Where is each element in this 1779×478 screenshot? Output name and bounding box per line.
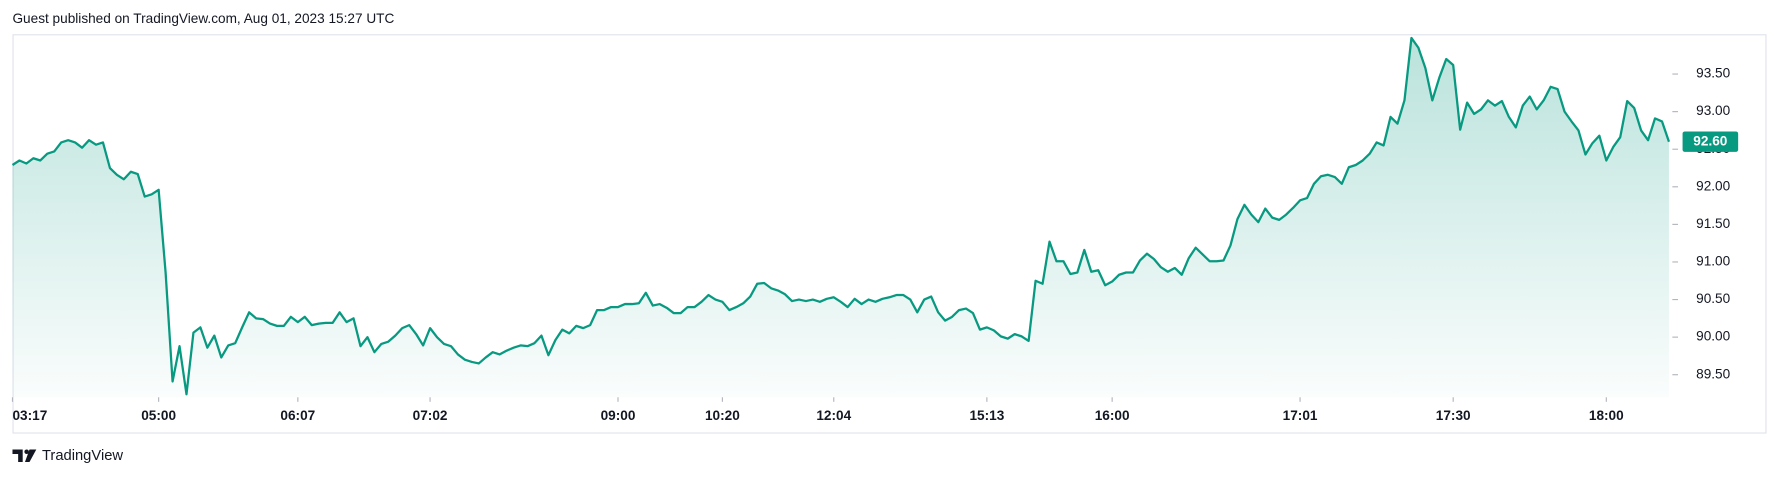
brand-logo — [12, 449, 37, 462]
y-tick-label: 91.50 — [1696, 216, 1730, 231]
y-tick-label: 90.00 — [1696, 329, 1730, 344]
y-tick-label: 93.00 — [1696, 103, 1730, 118]
area-fill — [12, 37, 1669, 398]
x-tick-label: 07:02 — [413, 408, 448, 423]
x-tick-label: 09:00 — [601, 408, 636, 423]
x-tick-label: 17:30 — [1436, 408, 1471, 423]
y-tick-label: 90.50 — [1696, 291, 1730, 306]
x-tick-label: 03:17 — [12, 408, 47, 423]
x-tick-label: 05:00 — [141, 408, 176, 423]
x-tick-label: 06:07 — [280, 408, 315, 423]
y-tick-label: 92.00 — [1696, 178, 1730, 193]
x-tick-label: 16:00 — [1095, 408, 1130, 423]
x-tick-label: 15:13 — [969, 408, 1004, 423]
brand-name: TradingView — [42, 448, 123, 464]
published-note: Guest published on TradingView.com, Aug … — [12, 11, 394, 26]
plot-area: 89.5090.0090.5091.0091.5092.0092.5093.00… — [11, 36, 1739, 423]
last-price-label: 92.60 — [1693, 133, 1727, 148]
x-tick-label: 10:20 — [705, 408, 740, 423]
x-tick-label: 18:00 — [1589, 408, 1624, 423]
last-price-box — [1682, 131, 1739, 152]
y-tick-label: 89.50 — [1696, 366, 1730, 381]
price-line — [11, 36, 1671, 396]
y-tick-label: 93.50 — [1696, 66, 1730, 81]
y-tick-label: 91.00 — [1696, 254, 1730, 269]
x-tick-label: 17:01 — [1283, 408, 1318, 423]
x-tick-label: 12:04 — [816, 408, 851, 423]
